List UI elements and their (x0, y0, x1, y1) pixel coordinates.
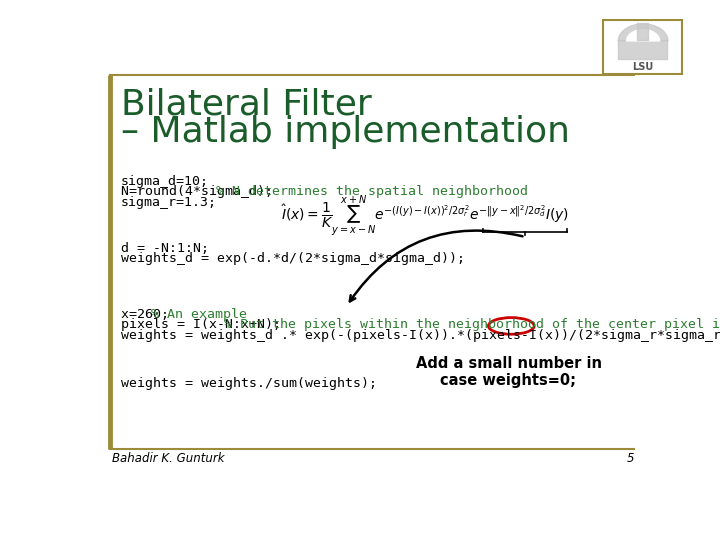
Text: weights = weights_d .* exp(-(pixels-I(x)).*(pixels-I(x))/(2*sigma_r*sigma_r)) +0: weights = weights_d .* exp(-(pixels-I(x)… (121, 329, 720, 342)
Text: LSU: LSU (632, 62, 653, 72)
Text: Bahadir K. Gunturk: Bahadir K. Gunturk (112, 452, 225, 465)
Text: x=260;: x=260; (121, 308, 176, 321)
Text: sigma_d=10;: sigma_d=10; (121, 175, 209, 188)
Text: % An example: % An example (151, 308, 248, 321)
Text: % N determines the spatial neighborhood: % N determines the spatial neighborhood (215, 185, 528, 198)
Text: N=round(4*sigma_d);: N=round(4*sigma_d); (121, 185, 281, 198)
Text: sigma_r=1.3;: sigma_r=1.3; (121, 196, 217, 209)
Text: weights = weights./sum(weights);: weights = weights./sum(weights); (121, 377, 377, 390)
Text: Add a small number in
case weights=0;: Add a small number in case weights=0; (415, 356, 601, 388)
Text: 5: 5 (626, 452, 634, 465)
Text: d = -N:1:N;: d = -N:1:N; (121, 241, 209, 254)
Text: weights_d = exp(-d.*d/(2*sigma_d*sigma_d));: weights_d = exp(-d.*d/(2*sigma_d*sigma_d… (121, 252, 464, 265)
Text: pixels = I(x-N:x+N);: pixels = I(x-N:x+N); (121, 319, 289, 332)
Text: % Put the pixels within the neighborhood of the center pixel into a vector.: % Put the pixels within the neighborhood… (224, 319, 720, 332)
Text: $\hat{I}(x) = \dfrac{1}{K} \sum_{y=x-N}^{x+N} e^{-(I(y)-I(x))^2/2\sigma_r^2}e^{-: $\hat{I}(x) = \dfrac{1}{K} \sum_{y=x-N}^… (281, 194, 569, 239)
Text: Bilateral Filter: Bilateral Filter (121, 87, 372, 122)
Text: – Matlab implementation: – Matlab implementation (121, 114, 570, 148)
